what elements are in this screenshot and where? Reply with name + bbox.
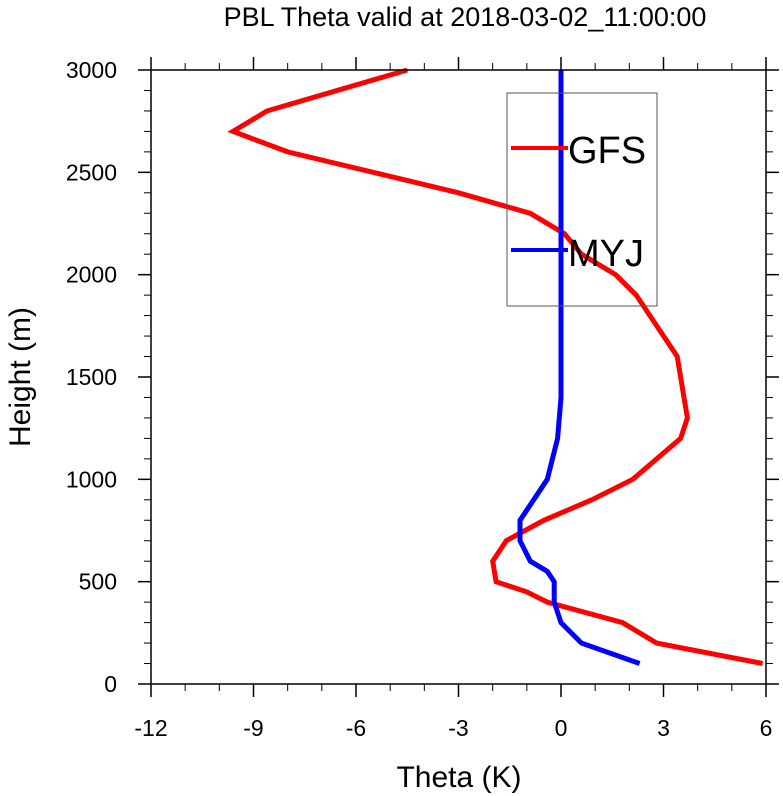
legend-box [506,92,658,307]
legend-label-myj: MYJ [568,233,644,275]
x-tick-label: -12 [134,715,167,741]
y-tick-label: 3000 [66,57,117,83]
x-tick-labels: -12 -9 -6 -3 0 3 6 [134,715,772,741]
x-tick-label: 0 [555,715,568,741]
series-layer [227,67,764,666]
y-tick-label: 0 [104,671,117,697]
y-tick-label: 2000 [66,262,117,288]
legend-label-gfs: GFS [568,130,646,172]
y-tick-label: 1000 [66,466,117,492]
y-tick-label: 500 [79,569,117,595]
series-line-myj [517,70,641,666]
plot-frame [150,69,767,685]
y-axis-label: Height (m) [4,307,37,447]
x-tick-label: 3 [657,715,670,741]
x-tick-label: -6 [346,715,366,741]
y-tick-labels: 0 500 1000 1500 2000 2500 3000 [66,57,117,697]
minor-ticks [144,63,773,691]
x-tick-label: 6 [760,715,773,741]
major-ticks [138,57,779,697]
y-tick-label: 1500 [66,364,117,390]
x-axis-label: Theta (K) [396,761,521,794]
series-line-gfs [227,67,764,666]
x-tick-label: -9 [243,715,263,741]
legend: GFS MYJ [506,92,658,307]
y-tick-label: 2500 [66,159,117,185]
chart-title: PBL Theta valid at 2018-03-02_11:00:00 [224,2,707,32]
x-tick-label: -3 [448,715,468,741]
